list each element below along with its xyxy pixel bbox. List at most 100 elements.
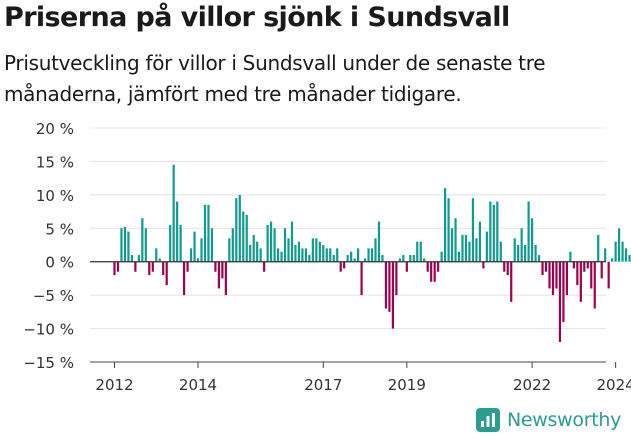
bar: [457, 251, 461, 262]
bar: [450, 228, 454, 262]
bar: [350, 251, 353, 262]
bar: [593, 261, 596, 309]
bar: [127, 231, 130, 262]
bar: [454, 218, 457, 262]
bar: [409, 255, 412, 262]
bar: [332, 255, 335, 262]
bar: [179, 224, 182, 262]
y-tick-label: −10 %: [23, 321, 74, 339]
bar: [624, 248, 628, 262]
bar: [402, 255, 405, 262]
x-tick-label: 2017: [304, 376, 342, 394]
bar: [308, 255, 311, 262]
y-tick-label: 20 %: [36, 120, 74, 138]
bar: [273, 228, 276, 262]
bar: [510, 261, 513, 302]
bar: [360, 261, 363, 296]
bar: [586, 261, 589, 269]
bar: [329, 248, 332, 262]
bar: [381, 255, 384, 262]
y-tick-label: 5 %: [45, 220, 74, 238]
bar: [444, 188, 447, 262]
bar: [123, 226, 127, 262]
bar: [203, 204, 207, 262]
y-tick-label: −15 %: [23, 354, 74, 372]
newsworthy-chart-icon: [476, 408, 500, 432]
bar: [217, 261, 220, 289]
bar: [503, 261, 506, 272]
bar: [412, 255, 415, 262]
bar: [287, 238, 290, 262]
bar: [270, 221, 273, 262]
bar: [492, 204, 495, 262]
bar: [196, 258, 200, 262]
bar: [280, 251, 283, 262]
bar: [339, 261, 342, 272]
bar: [416, 241, 419, 262]
bar: [315, 238, 318, 262]
bar: [426, 261, 429, 272]
bar: [304, 248, 307, 262]
bar: [544, 261, 548, 272]
bar: [200, 238, 203, 262]
bar: [531, 218, 534, 262]
bar: [346, 255, 349, 262]
bar: [311, 238, 314, 262]
bar: [357, 248, 360, 262]
chart-subtitle: Prisutveckling för villor i Sundsvall un…: [4, 51, 546, 106]
bar: [169, 224, 172, 262]
bar: [297, 241, 301, 262]
brand-logo[interactable]: Newsworthy: [476, 408, 621, 432]
bar: [611, 258, 614, 262]
bar: [367, 248, 370, 262]
bar: [551, 261, 555, 296]
bar: [377, 221, 381, 262]
brand-name: Newsworthy: [507, 409, 622, 431]
bar: [148, 261, 151, 276]
bar: [621, 241, 624, 262]
bar: [189, 248, 193, 262]
bar: [391, 261, 394, 329]
bar: [224, 261, 227, 296]
bar: [210, 228, 214, 262]
bar: [259, 248, 262, 262]
bar: [496, 201, 499, 262]
bar: [520, 228, 523, 262]
bar: [207, 204, 210, 262]
bar: [231, 228, 234, 262]
bar: [398, 258, 401, 262]
bar: [576, 261, 579, 286]
bar: [130, 255, 133, 262]
bar: [513, 238, 516, 262]
bar: [336, 248, 339, 262]
bar: [423, 258, 426, 262]
bar: [137, 255, 140, 262]
bar: [162, 261, 165, 276]
bar: [301, 248, 304, 262]
bar: [475, 238, 478, 262]
bar: [524, 245, 527, 262]
bar: [186, 261, 189, 272]
bar: [562, 261, 565, 322]
bar: [555, 261, 558, 289]
bar: [604, 248, 607, 262]
bar: [374, 238, 377, 262]
bar: [235, 198, 238, 262]
bar: [134, 261, 137, 272]
bar: [433, 261, 436, 282]
bar: [151, 261, 154, 272]
bar: [322, 245, 325, 262]
bar: [590, 261, 593, 289]
bar: [478, 221, 481, 262]
bar: [614, 241, 617, 262]
bar: [395, 261, 398, 296]
bar: [419, 241, 422, 262]
bar: [249, 245, 252, 262]
bar: [579, 261, 582, 302]
bar: [607, 261, 610, 289]
bar: [214, 261, 217, 272]
chart-title: Priserna på villor sjönk i Sundsvall: [4, 2, 510, 33]
bar: [600, 261, 603, 279]
bar: [572, 261, 575, 269]
bar: [440, 251, 443, 262]
